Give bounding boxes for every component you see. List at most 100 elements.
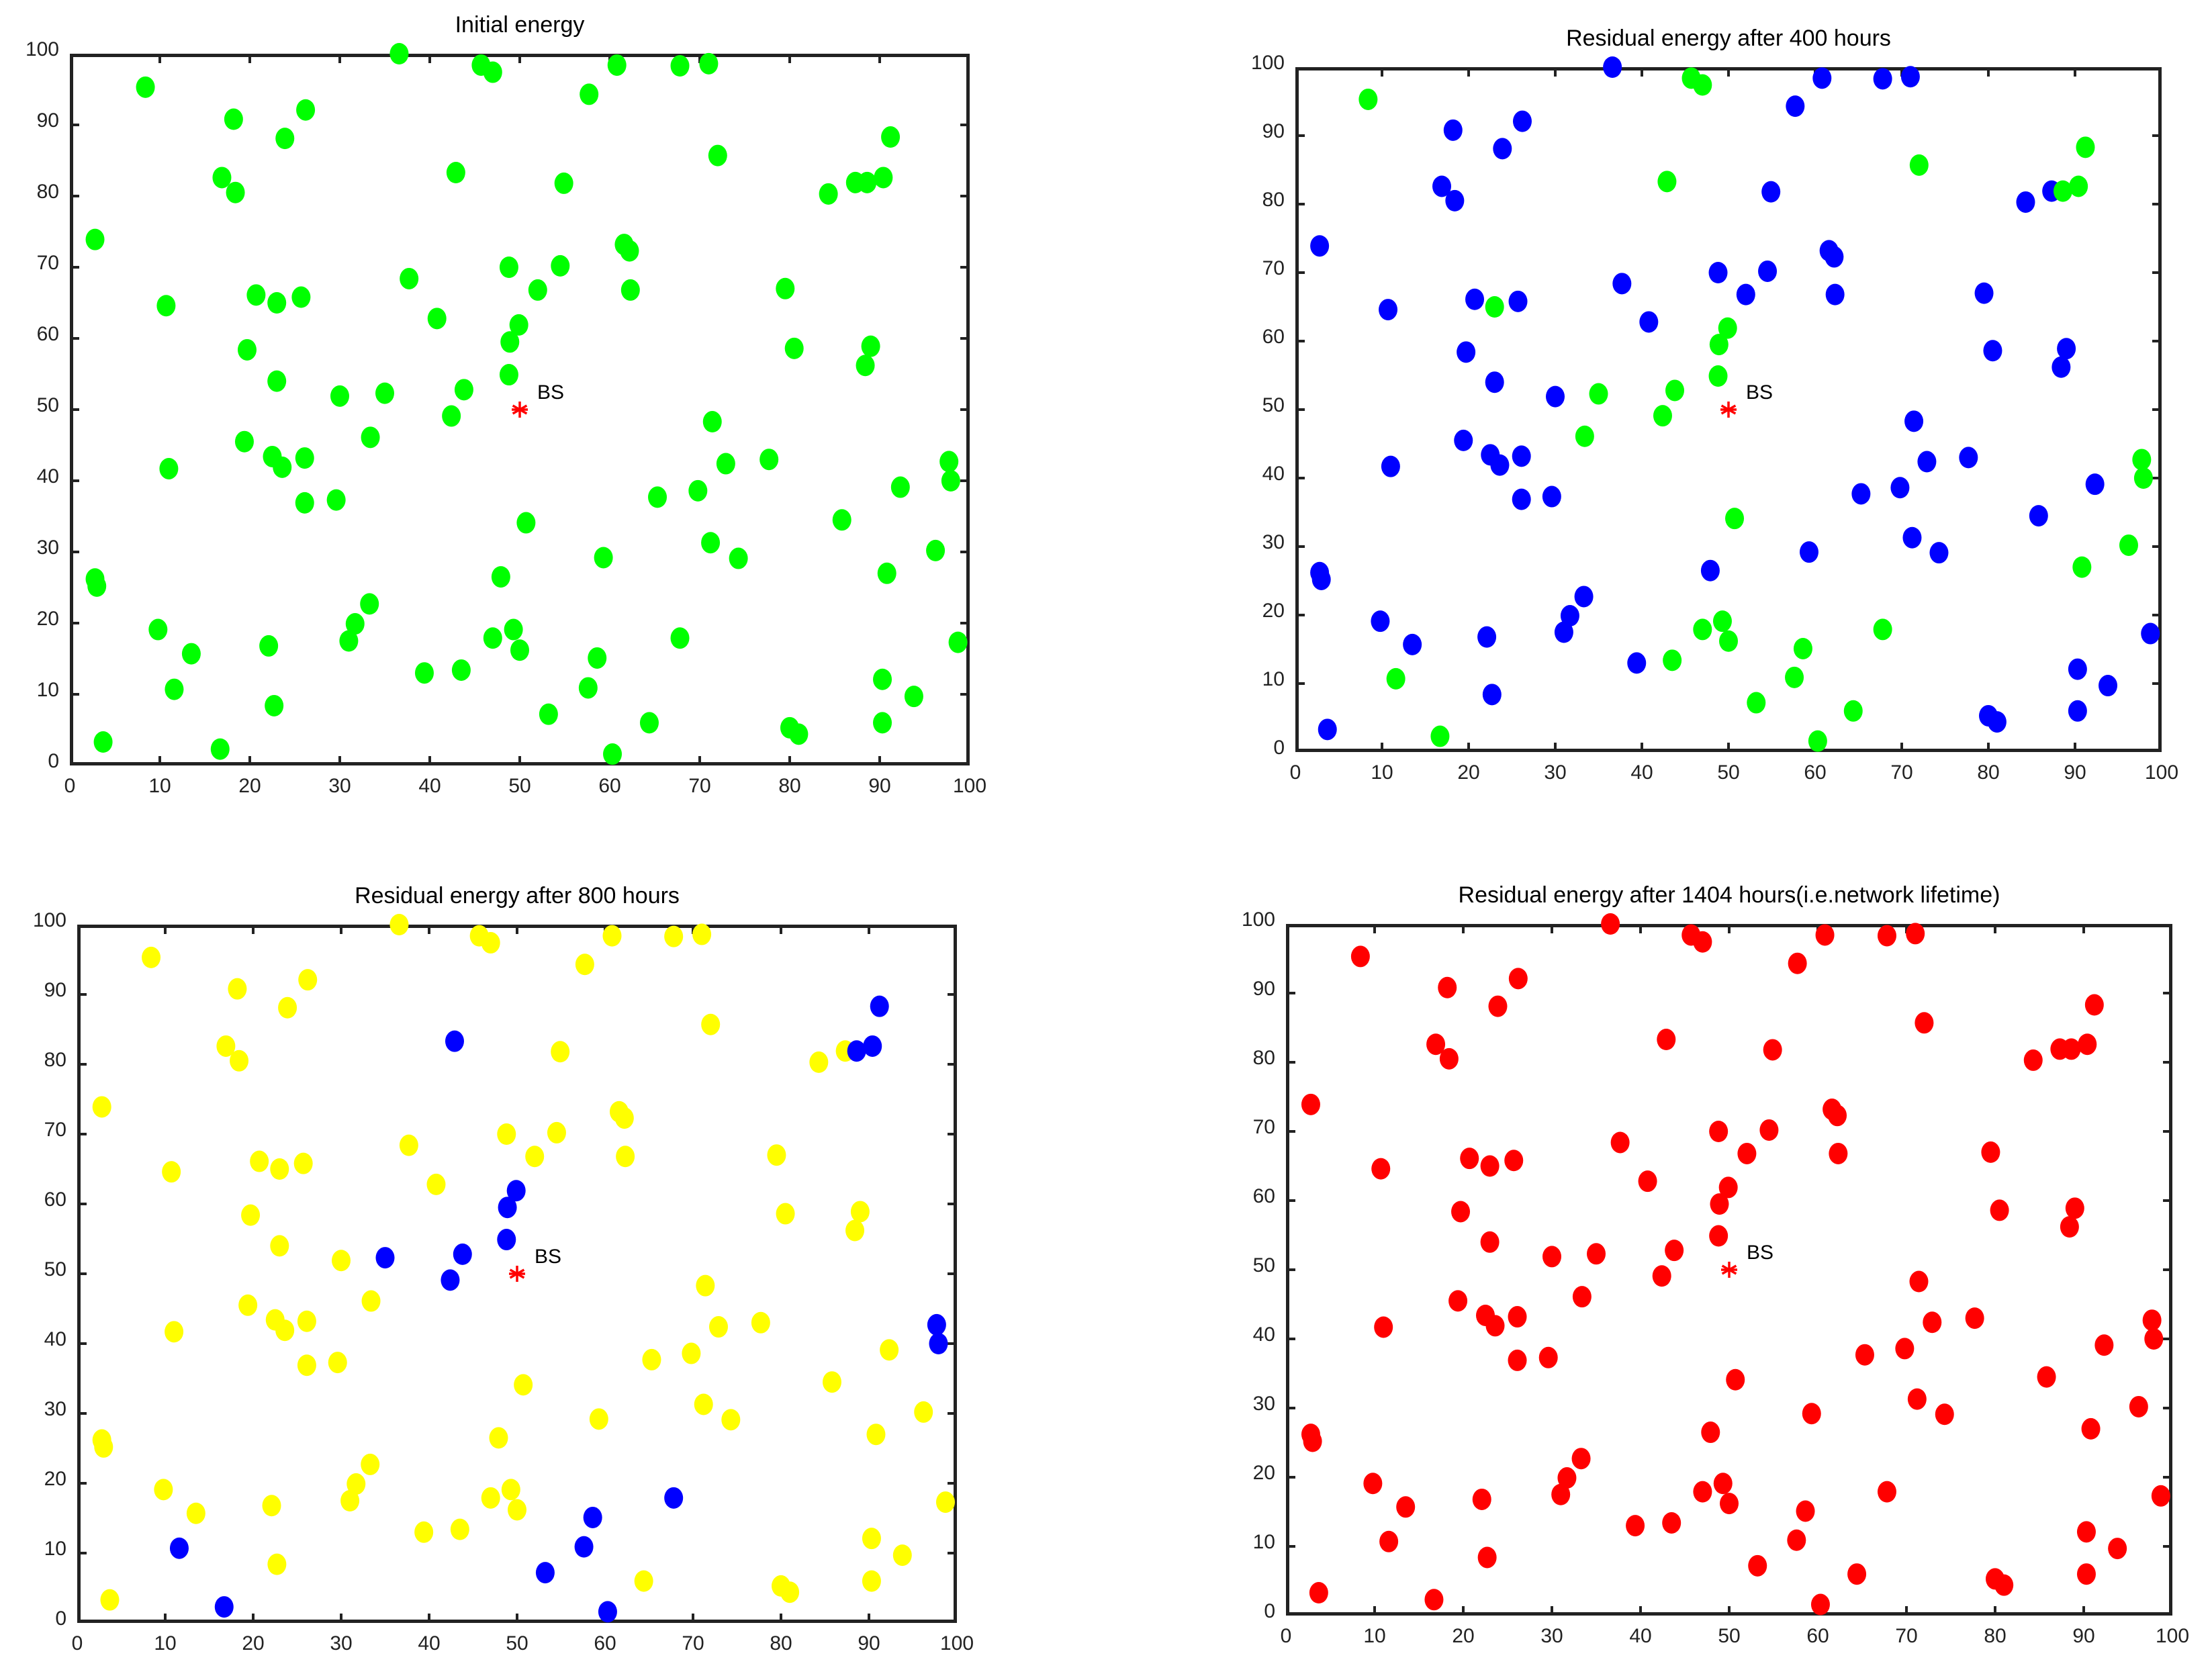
sensor-node (296, 99, 316, 121)
sensor-node (1542, 485, 1561, 508)
y-tick-label: 90 (44, 979, 66, 1001)
sensor-node (1787, 1529, 1806, 1551)
sensor-node (1693, 931, 1712, 953)
sensor-node (670, 627, 690, 649)
x-tick-label: 90 (868, 775, 891, 797)
y-tick-label: 10 (36, 679, 59, 701)
sensor-node (1574, 586, 1594, 608)
sensor-node (330, 385, 349, 407)
chart-title: Residual energy after 1404 hours(i.e.net… (1458, 882, 2000, 908)
sensor-node (241, 1204, 261, 1226)
x-tick-label: 30 (328, 775, 351, 797)
sensor-node (270, 1158, 289, 1180)
sensor-node (1426, 1033, 1446, 1056)
y-tick-label: 100 (1250, 52, 1285, 74)
sensor-node (1974, 282, 1994, 304)
sensor-node (914, 1401, 933, 1423)
y-tick-label: 30 (1252, 1393, 1275, 1415)
sensor-node (862, 1570, 881, 1592)
sensor-node (159, 457, 179, 479)
x-tick-label: 90 (858, 1632, 880, 1654)
sensor-node (776, 1203, 795, 1225)
sensor-node (1465, 288, 1485, 310)
sensor-node (589, 1408, 608, 1430)
sensor-node (935, 1491, 955, 1513)
sensor-node (297, 1354, 316, 1377)
sensor-node (856, 355, 875, 377)
sensor-node (1587, 1243, 1606, 1265)
sensor-node (822, 1371, 841, 1393)
sensor-node (1310, 235, 1330, 257)
sensor-node (2052, 356, 2071, 378)
sensor-node (347, 1473, 366, 1495)
sensor-node (1350, 945, 1370, 968)
sensor-node (1557, 1467, 1577, 1489)
base-station-label: BS (1747, 1242, 1773, 1264)
sensor-node (87, 575, 107, 597)
sensor-node (1652, 1265, 1671, 1287)
x-tick-label: 60 (598, 775, 621, 797)
sensor-node (1923, 1311, 1942, 1334)
sensor-node (1737, 1142, 1757, 1164)
sensor-node (1488, 995, 1508, 1017)
sensor-node (238, 1294, 258, 1316)
sensor-node (259, 635, 279, 657)
x-tick-label: 80 (778, 775, 801, 797)
sensor-node (2062, 1038, 2081, 1060)
sensor-node (1709, 334, 1729, 356)
sensor-node (445, 1030, 464, 1052)
x-tick-label: 0 (71, 1632, 83, 1654)
chart-title: Initial energy (455, 12, 585, 38)
sensor-node (1638, 1170, 1657, 1193)
sensor-node (1981, 1141, 2000, 1163)
sensor-node (148, 618, 168, 641)
sensor-node (1309, 1582, 1328, 1604)
sensor-node (509, 314, 528, 336)
sensor-node (708, 144, 727, 167)
sensor-node (1318, 718, 1337, 741)
x-tick-label: 20 (238, 775, 261, 797)
y-tick-label: 20 (44, 1468, 66, 1490)
sensor-node (1693, 1481, 1712, 1503)
sensor-node (100, 1589, 120, 1611)
sensor-node (2081, 1417, 2101, 1440)
x-tick-label: 70 (688, 775, 711, 797)
sensor-node (1512, 488, 1531, 510)
sensor-node (1900, 66, 1920, 88)
sensor-node (1403, 633, 1422, 655)
x-tick-label: 40 (1629, 1625, 1652, 1647)
sensor-node (1709, 1121, 1729, 1142)
sensor-node (297, 1310, 316, 1332)
y-tick-label: 40 (1252, 1323, 1275, 1346)
y-tick-label: 50 (1252, 1254, 1275, 1276)
sensor-node (93, 731, 113, 753)
x-tick-label: 80 (770, 1632, 792, 1654)
x-tick-label: 100 (939, 1632, 974, 1654)
sensor-node (1612, 273, 1632, 295)
x-tick-label: 80 (1977, 761, 2000, 784)
sensor-node (165, 1321, 184, 1343)
sensor-node (500, 331, 520, 353)
sensor-node (1445, 189, 1465, 212)
sensor-node (228, 978, 247, 1000)
sensor-node (1639, 311, 1659, 333)
sensor-node (295, 492, 314, 514)
sensor-node (181, 643, 201, 665)
sensor-node (1748, 1554, 1767, 1577)
x-tick-label: 40 (418, 1632, 441, 1654)
sensor-node (345, 613, 365, 635)
sensor-node (1712, 610, 1732, 633)
sensor-node (1825, 283, 1845, 306)
sensor-node (1843, 700, 1863, 722)
x-tick-label: 20 (1452, 1625, 1475, 1647)
sensor-node (516, 512, 536, 534)
sensor-node (2108, 1538, 2127, 1560)
sensor-node (1700, 559, 1720, 581)
sensor-node (414, 662, 434, 684)
sensor-node (580, 83, 599, 105)
sensor-node (1959, 447, 1978, 469)
sensor-node (1657, 171, 1677, 193)
sensor-node (501, 1479, 520, 1501)
sensor-node (1812, 67, 1832, 89)
sensor-node (1855, 1344, 1874, 1366)
